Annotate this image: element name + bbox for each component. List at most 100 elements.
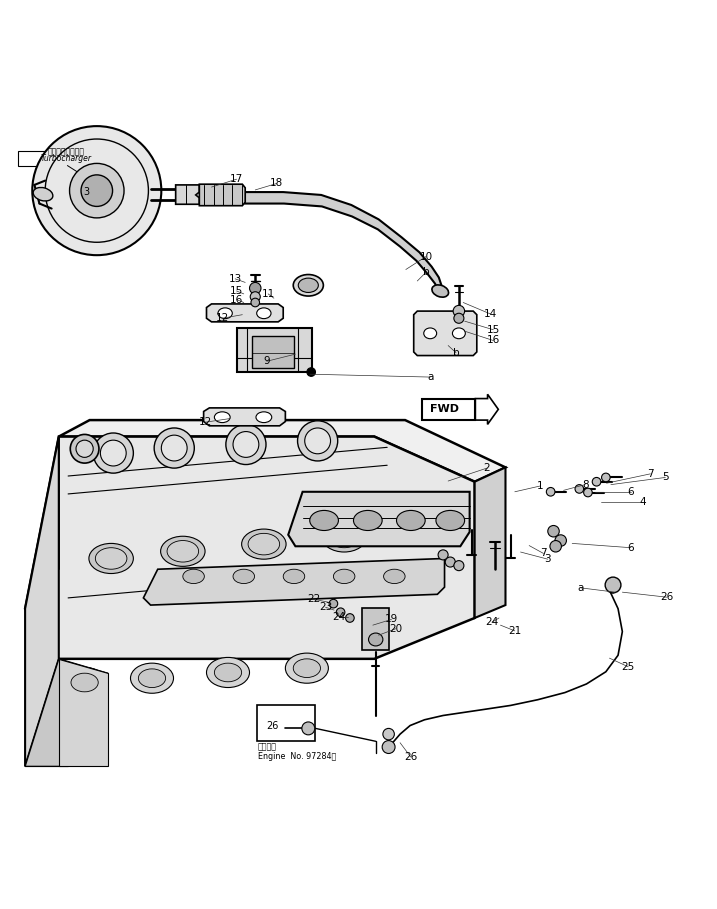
- Text: 13: 13: [229, 274, 242, 284]
- Circle shape: [575, 484, 584, 494]
- Ellipse shape: [432, 285, 449, 297]
- Ellipse shape: [71, 674, 98, 692]
- Text: 26: 26: [266, 721, 278, 731]
- Circle shape: [592, 477, 601, 486]
- Text: 4: 4: [639, 497, 646, 507]
- Ellipse shape: [33, 187, 53, 201]
- Text: ターボチャージャ: ターボチャージャ: [47, 147, 85, 156]
- Circle shape: [453, 305, 465, 317]
- Circle shape: [93, 433, 133, 474]
- Text: 20: 20: [389, 624, 402, 634]
- Text: 3: 3: [544, 554, 551, 564]
- Text: 15: 15: [230, 286, 243, 296]
- Circle shape: [250, 292, 260, 302]
- Ellipse shape: [183, 569, 204, 584]
- Text: 26: 26: [404, 752, 417, 762]
- Ellipse shape: [257, 308, 271, 319]
- Text: 26: 26: [660, 592, 673, 602]
- Polygon shape: [204, 408, 285, 425]
- Text: Turbocharger: Turbocharger: [40, 154, 92, 163]
- Text: 8: 8: [581, 480, 589, 490]
- Circle shape: [305, 428, 331, 454]
- Ellipse shape: [333, 569, 355, 584]
- Ellipse shape: [353, 511, 382, 531]
- Ellipse shape: [322, 522, 366, 552]
- Polygon shape: [288, 492, 470, 546]
- Text: 23: 23: [319, 603, 332, 613]
- Circle shape: [81, 175, 113, 206]
- Circle shape: [302, 722, 315, 734]
- Circle shape: [555, 534, 566, 546]
- Circle shape: [550, 541, 561, 552]
- Circle shape: [233, 432, 259, 457]
- Ellipse shape: [63, 667, 106, 697]
- Circle shape: [454, 314, 464, 324]
- Text: 10: 10: [419, 252, 432, 262]
- Polygon shape: [475, 467, 505, 618]
- Bar: [422, 398, 475, 420]
- Text: 7: 7: [540, 548, 547, 558]
- Text: a: a: [427, 372, 433, 382]
- Polygon shape: [414, 311, 477, 355]
- Text: Engine  No. 97284～: Engine No. 97284～: [258, 752, 336, 761]
- Circle shape: [250, 283, 261, 294]
- Text: 6: 6: [627, 487, 635, 497]
- Circle shape: [161, 435, 187, 461]
- Ellipse shape: [218, 308, 232, 319]
- Text: 11: 11: [262, 289, 275, 299]
- Text: 9: 9: [263, 356, 270, 366]
- Ellipse shape: [248, 534, 280, 554]
- Ellipse shape: [89, 544, 133, 574]
- Circle shape: [100, 440, 126, 466]
- Text: 24: 24: [333, 613, 346, 623]
- Polygon shape: [143, 558, 445, 605]
- Bar: [257, 705, 315, 742]
- Ellipse shape: [384, 569, 405, 584]
- Circle shape: [548, 525, 559, 537]
- Circle shape: [445, 557, 455, 567]
- Polygon shape: [206, 304, 283, 322]
- Ellipse shape: [436, 511, 465, 531]
- Circle shape: [383, 728, 394, 740]
- Ellipse shape: [293, 659, 320, 677]
- Bar: [252, 336, 294, 368]
- Ellipse shape: [452, 328, 465, 339]
- Circle shape: [584, 488, 592, 497]
- Circle shape: [546, 487, 555, 496]
- Text: a: a: [578, 583, 584, 593]
- Text: 12: 12: [216, 314, 229, 324]
- Circle shape: [605, 577, 621, 593]
- Ellipse shape: [95, 548, 127, 569]
- Circle shape: [307, 368, 315, 376]
- Circle shape: [226, 425, 266, 464]
- Circle shape: [154, 428, 194, 468]
- Ellipse shape: [214, 412, 230, 423]
- Text: 16: 16: [487, 335, 500, 345]
- Text: 5: 5: [662, 473, 669, 483]
- Text: 21: 21: [508, 626, 521, 636]
- Text: 適用号機: 適用号機: [258, 743, 277, 752]
- Text: FWD: FWD: [430, 405, 459, 415]
- Bar: [362, 608, 389, 650]
- Ellipse shape: [256, 412, 272, 423]
- Polygon shape: [199, 185, 245, 205]
- Text: 25: 25: [622, 662, 635, 672]
- Circle shape: [382, 741, 395, 754]
- Circle shape: [454, 561, 464, 571]
- Ellipse shape: [369, 633, 383, 646]
- Polygon shape: [475, 395, 498, 425]
- Circle shape: [602, 474, 610, 482]
- Polygon shape: [176, 185, 199, 205]
- Ellipse shape: [293, 275, 323, 296]
- Bar: [18, 151, 115, 165]
- Ellipse shape: [214, 664, 242, 682]
- Circle shape: [76, 440, 93, 457]
- Text: 7: 7: [647, 469, 654, 479]
- Ellipse shape: [298, 278, 318, 293]
- Ellipse shape: [328, 526, 360, 548]
- Text: 19: 19: [385, 614, 398, 624]
- Polygon shape: [245, 192, 442, 294]
- Ellipse shape: [233, 569, 255, 584]
- Ellipse shape: [206, 657, 250, 687]
- Circle shape: [32, 126, 161, 255]
